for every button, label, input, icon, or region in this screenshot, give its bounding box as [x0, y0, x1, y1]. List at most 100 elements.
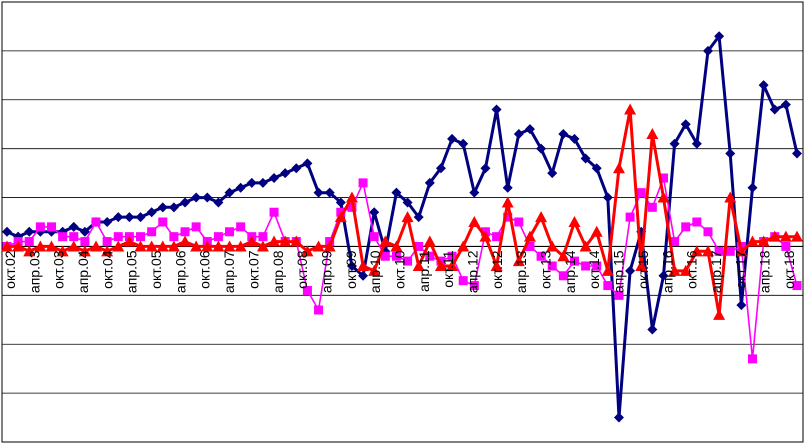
data-point-diamond: [346, 261, 357, 271]
data-point-diamond: [280, 168, 291, 179]
data-point-triangle: [234, 240, 247, 252]
data-point-diamond: [725, 148, 736, 159]
data-point-triangle: [379, 235, 392, 247]
data-point-triangle: [412, 260, 425, 271]
data-point-triangle: [490, 260, 503, 271]
x-tick-label: апр.15: [611, 250, 627, 293]
data-point-diamond: [625, 265, 636, 276]
x-tick-labels: окт.02 апр.03 окт.03 апр.04 окт.04 апр.05 окт.…: [2, 250, 797, 293]
data-point-diamond: [224, 187, 235, 198]
data-point-square: [703, 227, 713, 237]
x-tick-label: окт.08: [294, 250, 310, 289]
data-point-diamond: [502, 182, 513, 193]
data-point-diamond: [113, 212, 124, 223]
data-point-triangle: [12, 240, 25, 252]
x-tick-label: апр.04: [75, 250, 91, 293]
data-point-triangle: [635, 260, 648, 271]
x-tick-label: апр.14: [562, 250, 578, 293]
x-tick-label: апр.03: [26, 250, 42, 293]
data-point-triangle: [601, 264, 614, 276]
data-point-diamond: [157, 202, 168, 213]
data-point-square: [725, 246, 735, 256]
data-point-square: [69, 232, 79, 242]
x-tick-label: окт.03: [51, 250, 67, 289]
data-point-diamond: [792, 148, 802, 159]
data-point-square: [369, 232, 379, 242]
data-point-square: [269, 207, 279, 217]
data-point-triangle: [568, 216, 581, 227]
data-point-square: [636, 188, 646, 198]
data-point-diamond: [714, 31, 725, 42]
data-point-square: [24, 237, 34, 247]
data-point-diamond: [691, 138, 702, 149]
data-point-square: [47, 222, 57, 232]
data-point-triangle: [156, 240, 169, 252]
data-point-triangle: [268, 235, 281, 247]
data-point-triangle: [134, 240, 147, 252]
data-point-triangle: [1, 240, 13, 252]
data-point-triangle: [768, 230, 781, 242]
data-point-diamond: [369, 207, 380, 218]
data-point-triangle: [579, 240, 592, 252]
data-point-square: [414, 241, 424, 251]
data-point-triangle: [390, 240, 403, 252]
data-point-square: [614, 290, 624, 300]
data-point-diamond: [146, 207, 157, 218]
data-point-diamond: [2, 226, 12, 237]
data-point-diamond: [124, 212, 135, 223]
data-point-square: [358, 178, 368, 188]
data-point-square: [658, 173, 668, 183]
data-point-triangle: [624, 103, 637, 115]
data-point-triangle: [56, 245, 69, 257]
data-point-diamond: [313, 187, 324, 198]
data-point-diamond: [402, 197, 413, 208]
data-point-diamond: [324, 187, 335, 198]
data-point-diamond: [658, 270, 669, 281]
data-point-triangle: [245, 235, 258, 247]
x-tick-label: окт.06: [197, 250, 213, 289]
data-point-triangle: [201, 240, 214, 252]
data-point-square: [236, 222, 246, 232]
data-point-diamond: [180, 197, 191, 208]
data-point-diamond: [302, 158, 313, 169]
data-point-diamond: [269, 173, 280, 183]
data-point-diamond: [102, 217, 113, 227]
data-point-square: [747, 354, 757, 364]
x-tick-label: апр.09: [318, 250, 334, 293]
data-point-diamond: [536, 143, 547, 154]
data-point-diamond: [480, 163, 491, 174]
data-point-triangle: [123, 235, 136, 247]
data-point-triangle: [557, 250, 570, 262]
data-point-triangle: [167, 240, 180, 252]
x-tick-label: окт.05: [148, 250, 164, 289]
data-point-triangle: [345, 191, 358, 203]
x-tick-label: окт.04: [99, 250, 115, 289]
data-point-diamond: [580, 153, 591, 164]
data-point-diamond: [68, 221, 79, 232]
data-point-diamond: [669, 138, 680, 149]
x-tick-label: окт.11: [440, 250, 456, 288]
data-point-square: [547, 261, 557, 271]
data-point-square: [58, 232, 68, 242]
data-point-square: [781, 241, 791, 251]
data-point-triangle: [668, 264, 681, 276]
data-point-square: [213, 232, 223, 242]
data-point-square: [169, 232, 179, 242]
data-point-triangle: [757, 235, 770, 247]
data-point-triangle: [479, 230, 492, 242]
data-point-diamond: [447, 133, 458, 144]
data-point-triangle: [746, 235, 759, 247]
data-point-diamond: [424, 177, 435, 188]
data-point-square: [692, 217, 702, 227]
data-point-triangle: [546, 240, 559, 252]
data-point-square: [503, 212, 513, 222]
data-point-diamond: [235, 182, 246, 193]
data-point-diamond: [291, 163, 302, 174]
data-point-square: [91, 217, 101, 227]
data-point-square: [514, 217, 524, 227]
data-point-square: [225, 227, 235, 237]
data-point-diamond: [513, 129, 524, 139]
x-tick-label: апр.16: [659, 250, 675, 293]
data-point-square: [113, 232, 123, 242]
x-tick-label: апр.18: [757, 250, 773, 293]
